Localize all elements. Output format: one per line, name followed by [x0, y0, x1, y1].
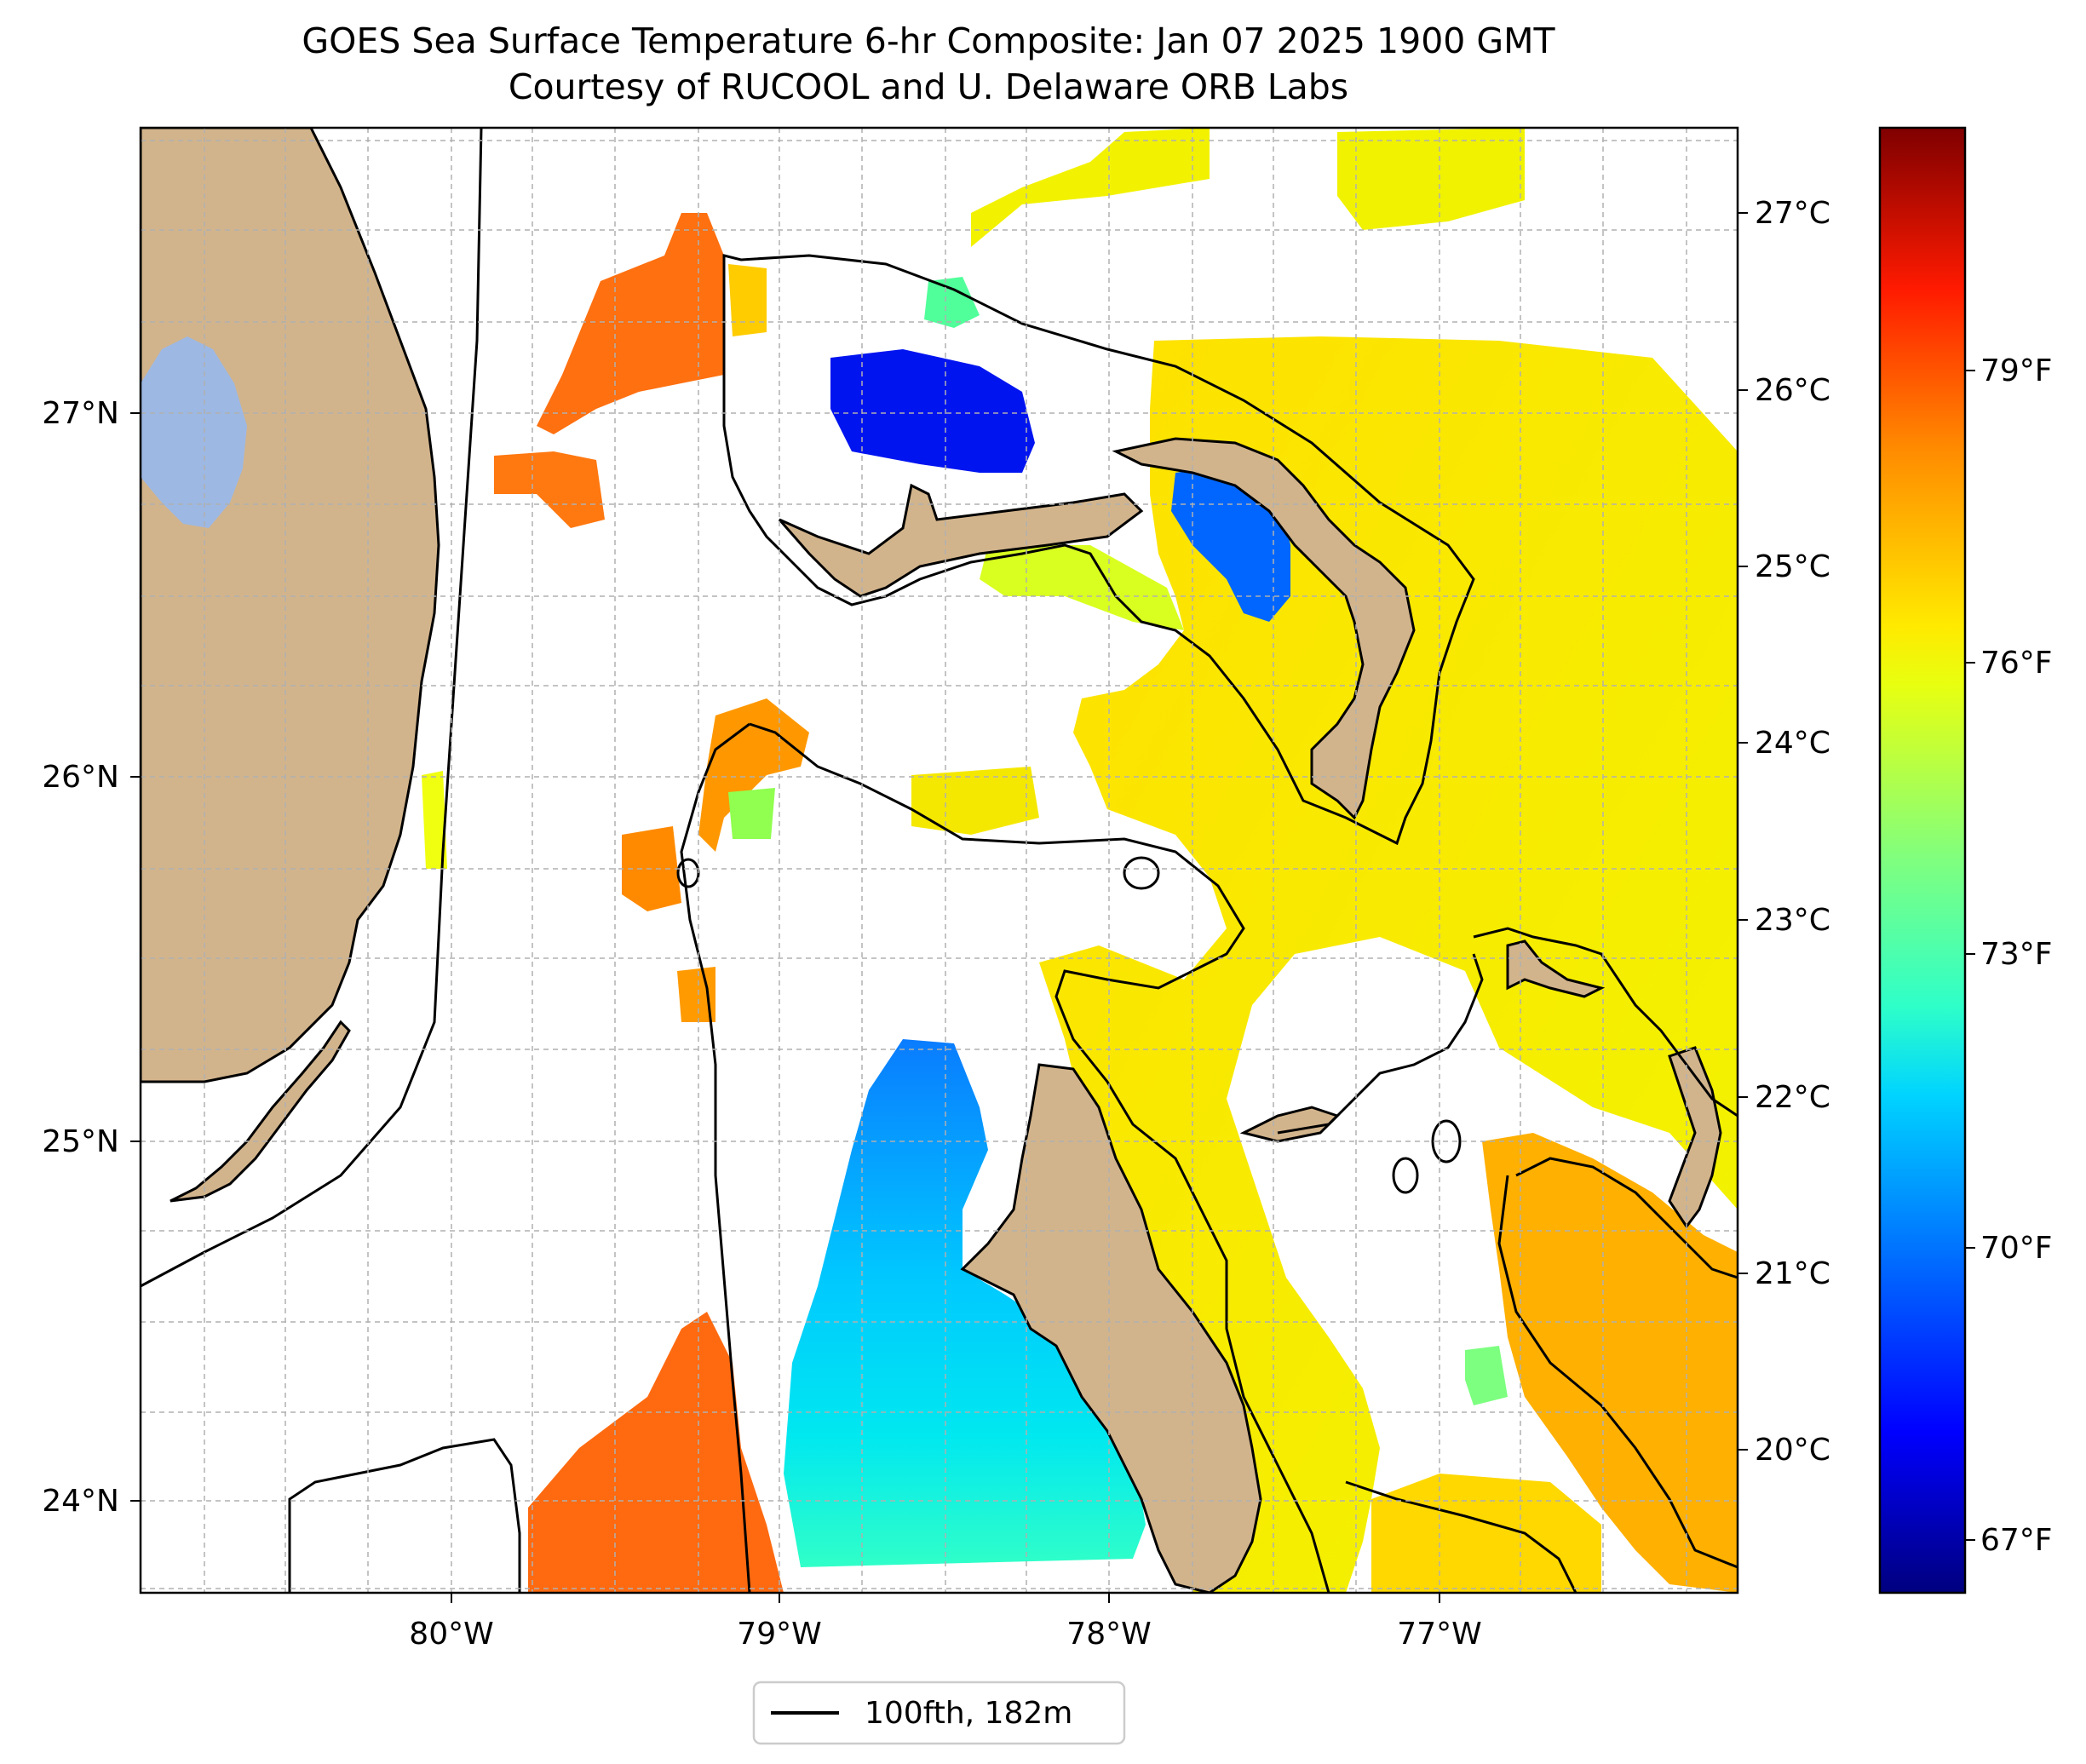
lon-tick-label: 78°W [1066, 1617, 1151, 1652]
fahrenheit-tick-label: 79°F [1980, 353, 2053, 388]
cay-1 [1123, 856, 1160, 890]
fahrenheit-tick-label: 67°F [1980, 1523, 2053, 1558]
sst-patch-yellow-south [1371, 1474, 1601, 1593]
lat-tick-label: 24°N [42, 1484, 119, 1519]
lon-tick-labels: 80°W 79°W 78°W 77°W [409, 1617, 1481, 1652]
isobath-tongue-south [1515, 1157, 1738, 1279]
colorbar-celsius-ticks [1738, 212, 1748, 1451]
sst-patch-green-top [924, 277, 980, 328]
lon-tick-label: 79°W [737, 1617, 821, 1652]
land-florida-keys [170, 1020, 351, 1203]
sst-patch-top-east [1337, 128, 1525, 230]
celsius-tick-label: 21°C [1755, 1256, 1830, 1291]
land-andros [960, 1063, 1262, 1593]
cay-3 [1392, 1157, 1419, 1194]
legend-box [752, 1681, 1126, 1745]
celsius-tick-label: 20°C [1755, 1433, 1830, 1468]
celsius-tick-label: 27°C [1755, 196, 1830, 231]
colorbar-fahrenheit-ticks [1965, 370, 1975, 1541]
lon-tick-label: 80°W [409, 1617, 493, 1652]
colorbar-celsius-labels: 27°C 26°C 25°C 24°C 23°C 22°C 21°C 20°C [1755, 196, 1830, 1468]
isobath-exuma-sound [1473, 927, 1738, 1118]
axis-ticks [130, 412, 1440, 1603]
lon-tick-label: 77°W [1397, 1617, 1481, 1652]
map-frame [139, 126, 1739, 1594]
isobath-exuma-sound-inner [1277, 953, 1484, 1135]
lat-tick-label: 25°N [42, 1124, 119, 1159]
sst-patch-green-southeast [1465, 1346, 1508, 1405]
cay-2 [1431, 1119, 1462, 1164]
land-grand-bahama [778, 483, 1144, 598]
celsius-tick-label: 26°C [1755, 373, 1830, 408]
sst-patch-orange-southeast [1482, 1133, 1738, 1593]
sst-patch-top-mid [971, 128, 1210, 247]
lat-tick-label: 26°N [42, 760, 119, 795]
sst-patch-orange-mid [494, 451, 605, 528]
sst-patch-east [1039, 336, 1738, 1593]
isobath-little-bahama-bank [722, 254, 1475, 846]
sst-patch-cyan-tongue [784, 1039, 1146, 1567]
fahrenheit-tick-label: 76°F [1980, 646, 2053, 681]
colorbar [1878, 126, 1967, 1594]
sst-patch-blue-north [830, 349, 1035, 473]
isobath-great-bahama-bank [749, 722, 1330, 1593]
sst-patch-yellow-mid [911, 767, 1039, 835]
isobath-south-sound [1345, 1480, 1577, 1593]
celsius-tick-label: 22°C [1755, 1080, 1830, 1115]
map-title: GOES Sea Surface Temperature 6-hr Compos… [302, 20, 1555, 61]
isobath-great-bahama-bank-west [680, 722, 751, 1593]
fahrenheit-tick-label: 73°F [1980, 937, 2053, 972]
gridlines [141, 128, 1738, 1593]
map-subtitle: Courtesy of RUCOOL and U. Delaware ORB L… [508, 66, 1349, 107]
legend: 100fth, 182m [752, 1681, 1126, 1745]
isobath-florida [141, 128, 483, 1288]
sst-patch-orange-north [537, 213, 724, 434]
map-plot-area [141, 128, 1738, 1593]
lake-okeechobee [141, 336, 247, 528]
sst-field [422, 128, 1738, 1593]
land-abaco [1112, 437, 1416, 820]
land-eleuthera [1506, 939, 1606, 998]
lat-tick-labels: 27°N 26°N 25°N 24°N [42, 396, 119, 1519]
sst-patch-north-band [980, 545, 1184, 630]
celsius-tick-label: 25°C [1755, 549, 1830, 584]
sst-patch-green-small [728, 788, 775, 839]
legend-label: 100fth, 182m [865, 1696, 1072, 1731]
celsius-tick-label: 24°C [1755, 726, 1830, 761]
cays [676, 856, 1462, 1194]
sst-patch-yellow-strip [422, 771, 447, 869]
fahrenheit-tick-label: 70°F [1980, 1231, 2053, 1266]
celsius-tick-label: 23°C [1755, 903, 1830, 938]
colorbar-fahrenheit-labels: 79°F 76°F 73°F 70°F 67°F [1980, 353, 2053, 1558]
sst-patch-orange-southwest [528, 1312, 784, 1593]
isobath-100fth [141, 128, 1738, 1593]
lat-tick-label: 27°N [42, 396, 119, 431]
isobath-south-cuba-bank [288, 1438, 521, 1593]
sst-patch-yellow-small [728, 264, 767, 336]
